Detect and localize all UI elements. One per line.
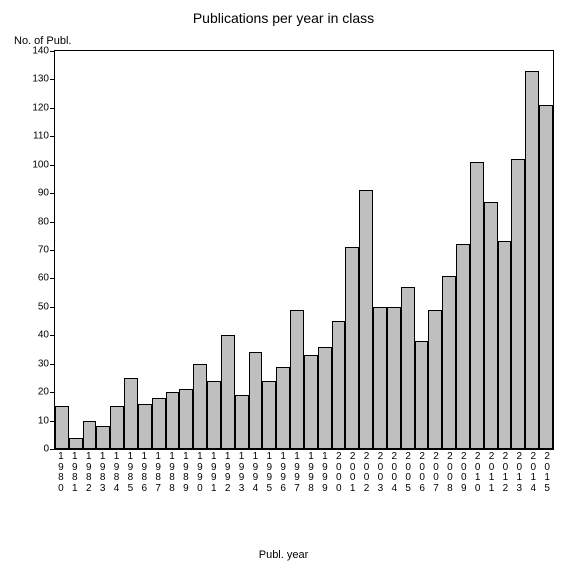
x-tick-label: 1980 — [54, 452, 68, 494]
bar — [428, 310, 442, 449]
bar — [69, 438, 83, 449]
x-tick-label: 1991 — [207, 452, 221, 494]
x-tick-label: 1989 — [179, 452, 193, 494]
bar — [373, 307, 387, 449]
y-tick-mark — [50, 307, 55, 308]
y-tick-mark — [50, 335, 55, 336]
x-tick-label: 2003 — [373, 452, 387, 494]
bar — [83, 421, 97, 449]
x-labels: 1980198119821983198419851986198719881989… — [54, 452, 554, 494]
bar — [318, 347, 332, 449]
bar — [124, 378, 138, 449]
bar — [442, 276, 456, 449]
bar — [484, 202, 498, 449]
x-tick-label: 1996 — [276, 452, 290, 494]
bar — [221, 335, 235, 449]
bar — [511, 159, 525, 449]
bar — [96, 426, 110, 449]
y-tick-mark — [50, 79, 55, 80]
x-tick-label: 2015 — [540, 452, 554, 494]
x-tick-label: 1982 — [82, 452, 96, 494]
y-tick-mark — [50, 449, 55, 450]
x-tick-label: 2001 — [346, 452, 360, 494]
bar — [166, 392, 180, 449]
x-tick-label: 1981 — [68, 452, 82, 494]
bar — [401, 287, 415, 449]
x-tick-label: 1983 — [96, 452, 110, 494]
bar — [332, 321, 346, 449]
chart-title: Publications per year in class — [0, 10, 567, 26]
y-tick-mark — [50, 108, 55, 109]
x-tick-label: 1994 — [248, 452, 262, 494]
bar — [262, 381, 276, 449]
x-tick-label: 2006 — [415, 452, 429, 494]
bar — [456, 244, 470, 449]
x-tick-label: 2008 — [443, 452, 457, 494]
bar — [249, 352, 263, 449]
y-tick-mark — [50, 364, 55, 365]
x-tick-label: 1993 — [235, 452, 249, 494]
bar — [470, 162, 484, 449]
x-tick-label: 2005 — [401, 452, 415, 494]
x-tick-label: 2014 — [526, 452, 540, 494]
x-tick-label: 2012 — [499, 452, 513, 494]
y-tick-mark — [50, 250, 55, 251]
y-tick-mark — [50, 136, 55, 137]
y-tick-mark — [50, 193, 55, 194]
x-tick-label: 2000 — [332, 452, 346, 494]
bar — [235, 395, 249, 449]
bar — [290, 310, 304, 449]
bar — [179, 389, 193, 449]
x-tick-label: 1986 — [137, 452, 151, 494]
bar — [387, 307, 401, 449]
x-tick-label: 2009 — [457, 452, 471, 494]
x-tick-label: 2010 — [471, 452, 485, 494]
bar — [110, 406, 124, 449]
bar — [415, 341, 429, 449]
bar — [138, 404, 152, 449]
bar — [276, 367, 290, 449]
x-tick-label: 2011 — [485, 452, 499, 494]
x-axis-title: Publ. year — [0, 549, 567, 561]
x-tick-label: 2002 — [360, 452, 374, 494]
bar — [193, 364, 207, 449]
x-tick-label: 1992 — [221, 452, 235, 494]
bar — [345, 247, 359, 449]
x-tick-label: 2004 — [387, 452, 401, 494]
y-tick-mark — [50, 278, 55, 279]
bar — [525, 71, 539, 449]
x-tick-label: 1984 — [110, 452, 124, 494]
bar — [359, 190, 373, 449]
publications-bar-chart: Publications per year in class No. of Pu… — [0, 0, 567, 567]
x-tick-label: 1998 — [304, 452, 318, 494]
bar — [304, 355, 318, 449]
x-tick-label: 1999 — [318, 452, 332, 494]
y-tick-mark — [50, 165, 55, 166]
bars-container — [55, 51, 553, 449]
bar — [539, 105, 553, 449]
y-tick-mark — [50, 222, 55, 223]
x-tick-label: 2007 — [429, 452, 443, 494]
y-tick-mark — [50, 421, 55, 422]
bar — [498, 241, 512, 449]
x-tick-label: 1988 — [165, 452, 179, 494]
bar — [55, 406, 69, 449]
x-tick-label: 1987 — [151, 452, 165, 494]
bar — [207, 381, 221, 449]
x-tick-label: 2013 — [512, 452, 526, 494]
x-tick-label: 1995 — [262, 452, 276, 494]
y-tick-mark — [50, 392, 55, 393]
x-tick-label: 1985 — [123, 452, 137, 494]
bar — [152, 398, 166, 449]
plot-area: 0102030405060708090100110120130140 — [54, 50, 554, 450]
x-tick-label: 1997 — [290, 452, 304, 494]
x-tick-label: 1990 — [193, 452, 207, 494]
y-tick-mark — [50, 51, 55, 52]
